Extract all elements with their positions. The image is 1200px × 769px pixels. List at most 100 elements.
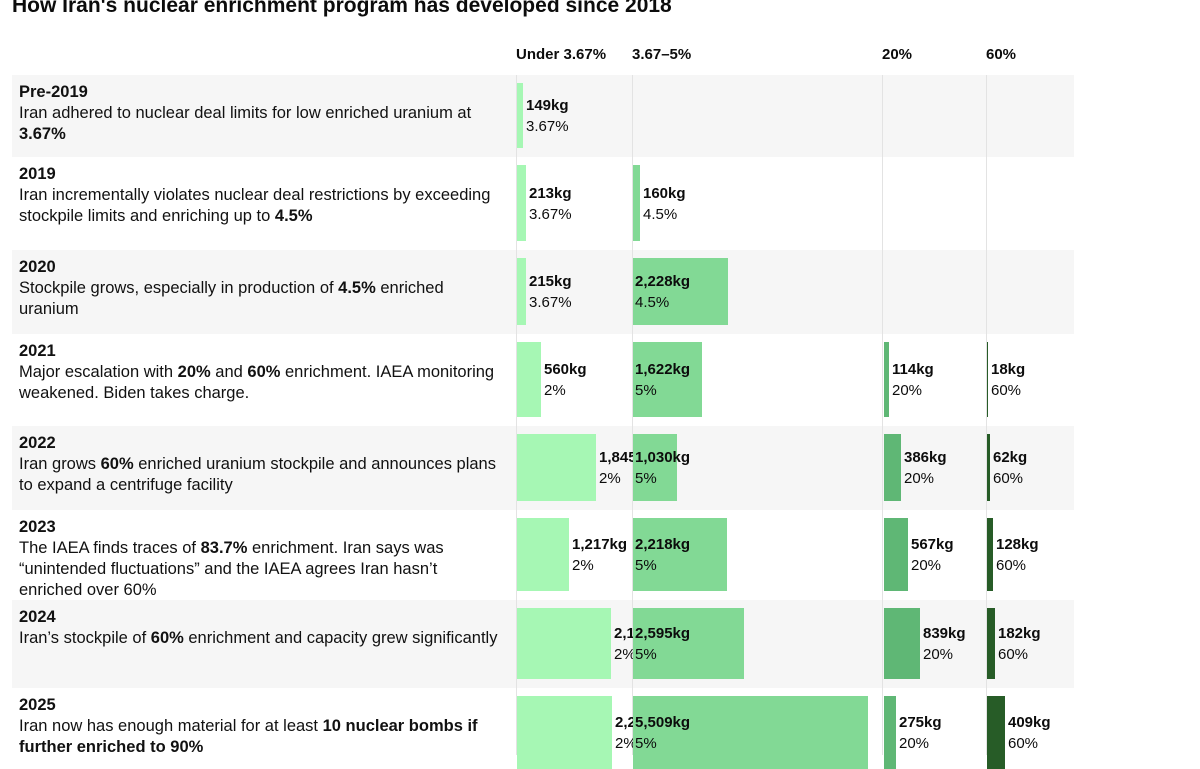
description-text: 60% xyxy=(100,455,134,473)
description-text: 20% xyxy=(177,363,211,381)
description-text: 60% xyxy=(150,629,184,647)
column-header-2: 3.67–5% xyxy=(632,46,692,63)
enrichment-pct: 3.67% xyxy=(529,294,572,311)
row-band-2020 xyxy=(12,250,1074,334)
kg-value: 114kg xyxy=(892,361,934,378)
column-header-3: 20% xyxy=(882,46,913,63)
kg-value: 215kg xyxy=(529,273,572,290)
description-text: Iran incrementally violates nuclear deal… xyxy=(19,186,491,225)
kg-value: 213kg xyxy=(529,185,572,202)
kg-value: 2,228kg xyxy=(635,273,691,290)
bar-2025-col4 xyxy=(987,696,1005,769)
enrichment-pct: 2% xyxy=(572,557,594,574)
kg-value: 160kg xyxy=(643,185,686,202)
description-text: enrichment and capacity grew significant… xyxy=(183,629,498,647)
description-text: Iran grows xyxy=(19,455,101,473)
bar-2025-col3 xyxy=(884,696,896,769)
column-header-4: 60% xyxy=(986,46,1017,63)
data-label: 5,509kg 5% xyxy=(635,712,690,754)
description-text: Iran adhered to nuclear deal limits for … xyxy=(19,104,472,122)
data-label: 1,030kg 5% xyxy=(635,447,690,489)
bar-2022-col4 xyxy=(987,434,990,501)
bar-2025-col1 xyxy=(517,696,612,769)
enrichment-pct: 20% xyxy=(899,735,930,752)
data-label: 114kg 20% xyxy=(892,359,934,401)
data-label: 839kg 20% xyxy=(923,623,966,665)
row-year: 2019 xyxy=(19,165,56,183)
kg-value: 567kg xyxy=(911,536,954,553)
enrichment-pct: 2% xyxy=(544,382,566,399)
enrichment-pct: 5% xyxy=(635,735,657,752)
enrichment-pct: 2% xyxy=(599,470,621,487)
column-header-1: Under 3.67% xyxy=(516,46,607,63)
kg-value: 275kg xyxy=(899,714,942,731)
kg-value: 1,030kg xyxy=(635,449,691,466)
description-text: enriched uranium xyxy=(19,279,444,318)
row-year: 2025 xyxy=(19,696,56,714)
kg-value: 5,509kg xyxy=(635,714,691,731)
row-year: Pre-2019 xyxy=(19,83,88,101)
bar-2021-col1 xyxy=(517,342,541,417)
data-label: 409kg 60% xyxy=(1008,712,1051,754)
bar-2022-col1 xyxy=(517,434,596,501)
data-label: 2,595kg 5% xyxy=(635,623,690,665)
kg-value: 1,217kg xyxy=(572,536,628,553)
bar-2019-col1 xyxy=(517,165,526,241)
row-description: 2020 Stockpile grows, especially in produ… xyxy=(19,257,499,320)
enrichment-pct: 20% xyxy=(904,470,935,487)
data-label: 2,228kg 4.5% xyxy=(635,271,690,313)
bar-2020-col1 xyxy=(517,258,526,325)
kg-value: 560kg xyxy=(544,361,587,378)
row-year: 2023 xyxy=(19,518,56,536)
kg-value: 386kg xyxy=(904,449,947,466)
kg-value: 62kg xyxy=(993,449,1028,466)
row-year: 2021 xyxy=(19,342,56,360)
enrichment-pct: 5% xyxy=(635,382,657,399)
kg-value: 839kg xyxy=(923,625,966,642)
row-year: 2020 xyxy=(19,258,56,276)
data-label: 149kg 3.67% xyxy=(526,95,569,137)
bar-pre-2019-col1 xyxy=(517,83,523,148)
description-text: 83.7% xyxy=(200,539,248,557)
data-label: 1,217kg 2% xyxy=(572,534,627,576)
enrichment-pct: 2% xyxy=(615,735,637,752)
data-label: 160kg 4.5% xyxy=(643,183,686,225)
description-text: and xyxy=(210,363,248,381)
row-year: 2022 xyxy=(19,434,56,452)
bar-2021-col4 xyxy=(987,342,988,417)
data-label: 62kg 60% xyxy=(993,447,1027,489)
data-label: 18kg 60% xyxy=(991,359,1025,401)
bar-2019-col2 xyxy=(633,165,640,241)
bar-2024-col2 xyxy=(633,608,744,679)
description-text: 4.5% xyxy=(338,279,376,297)
kg-value: 149kg xyxy=(526,97,569,114)
kg-value: 1,622kg xyxy=(635,361,691,378)
bar-2023-col2 xyxy=(633,518,727,591)
row-description: 2023 The IAEA finds traces of 83.7% enric… xyxy=(19,517,499,601)
data-label: 182kg 60% xyxy=(998,623,1041,665)
kg-value: 128kg xyxy=(996,536,1039,553)
enrichment-pct: 4.5% xyxy=(643,206,678,223)
data-label: 213kg 3.67% xyxy=(529,183,572,225)
description-text: 4.5% xyxy=(274,207,313,225)
enrichment-pct: 5% xyxy=(635,470,657,487)
enrichment-pct: 3.67% xyxy=(526,118,569,135)
enrichment-pct: 3.67% xyxy=(529,206,572,223)
row-description: 2021 Major escalation with 20% and 60% en… xyxy=(19,341,499,404)
chart-title: How Iran's nuclear enrichment program ha… xyxy=(12,0,672,17)
enrichment-pct: 60% xyxy=(996,557,1027,574)
enrichment-pct: 20% xyxy=(892,382,923,399)
bar-2021-col3 xyxy=(884,342,889,417)
data-label: 560kg 2% xyxy=(544,359,587,401)
kg-value: 409kg xyxy=(1008,714,1051,731)
row-band-pre-2019 xyxy=(12,75,1074,157)
data-label: 386kg 20% xyxy=(904,447,947,489)
row-year: 2024 xyxy=(19,608,56,626)
enrichment-pct: 20% xyxy=(923,646,954,663)
description-text: The IAEA finds traces of xyxy=(19,539,201,557)
enrichment-pct: 5% xyxy=(635,646,657,663)
kg-value: 2,218kg xyxy=(635,536,691,553)
bar-2022-col3 xyxy=(884,434,901,501)
description-text: Stockpile grows, especially in productio… xyxy=(19,279,339,297)
description-text: 10 nuclear bombs if further enriched to … xyxy=(19,717,478,756)
